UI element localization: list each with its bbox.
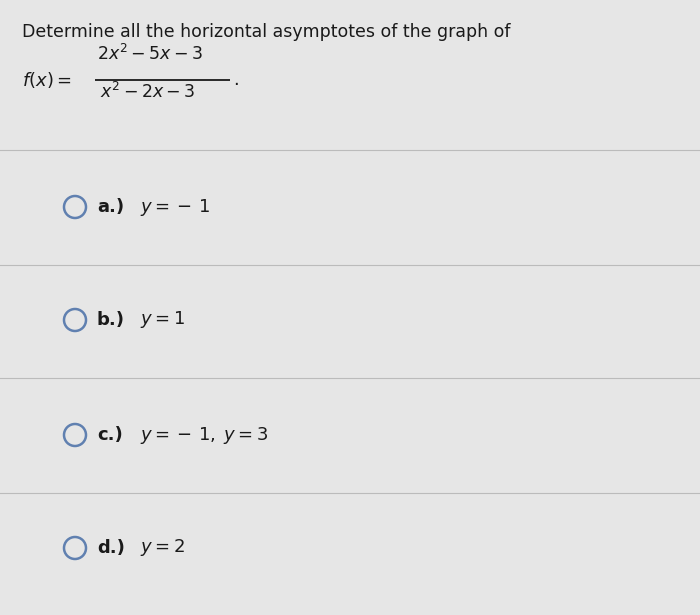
Text: .: .: [233, 71, 239, 89]
Text: c.): c.): [97, 426, 122, 444]
Text: $f(x) = $: $f(x) = $: [22, 70, 71, 90]
Text: b.): b.): [97, 311, 125, 329]
Text: d.): d.): [97, 539, 125, 557]
Text: a.): a.): [97, 198, 124, 216]
Text: $y = -\,1,\;y = 3$: $y = -\,1,\;y = 3$: [140, 424, 269, 445]
Text: $y = -\,1$: $y = -\,1$: [140, 197, 210, 218]
Text: $y = 1$: $y = 1$: [140, 309, 185, 330]
Text: $2x^2-5x-3$: $2x^2-5x-3$: [97, 44, 203, 64]
Text: Determine all the horizontal asymptotes of the graph of: Determine all the horizontal asymptotes …: [22, 23, 510, 41]
Text: $y = 2$: $y = 2$: [140, 538, 185, 558]
Text: $x^2-2x-3$: $x^2-2x-3$: [100, 82, 195, 102]
